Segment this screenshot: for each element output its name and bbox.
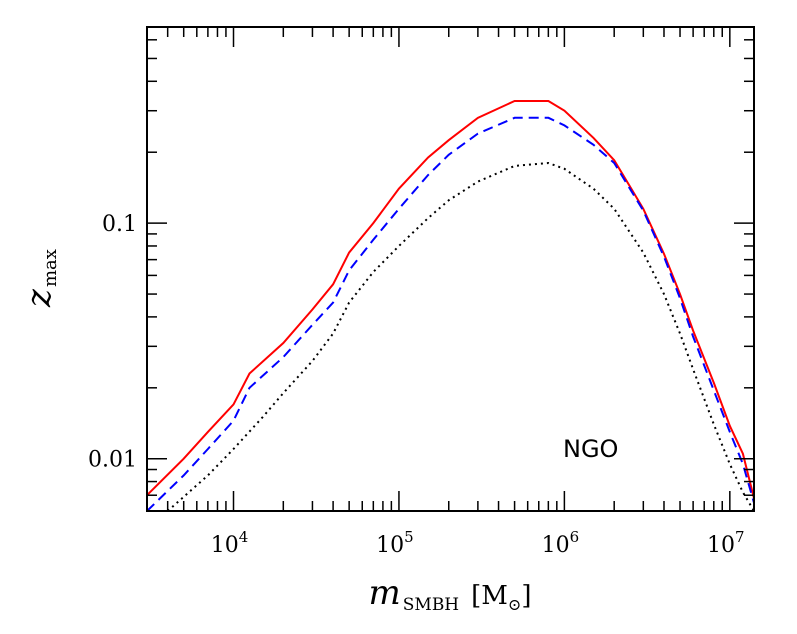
y-tick-label: 0.01 [88, 448, 137, 473]
x-tick-label: 105 [376, 528, 414, 558]
x-axis-title-unit-sub: ⊙ [508, 595, 521, 614]
x-tick-label: 106 [542, 528, 580, 558]
series-layer [146, 100, 755, 512]
x-axis-title-unit-close: ] [521, 581, 531, 611]
y-axis-title: zmax [19, 249, 61, 308]
y-axis-title-main: z [19, 288, 59, 308]
plot-frame [146, 26, 755, 512]
x-axis-title-sub: SMBH [403, 595, 459, 615]
x-axis-title-unit-open: [M [471, 581, 508, 611]
series-line-dotted [167, 161, 755, 512]
x-axis-title: m SMBH [M⊙] [369, 573, 532, 615]
series-line-solid [146, 100, 755, 499]
y-tick-label: 0.1 [102, 212, 137, 237]
x-tick-label: 107 [707, 528, 745, 558]
annotation-label: NGO [563, 435, 618, 463]
x-tick-label: 104 [211, 528, 249, 558]
labels-layer: 104 105 106 107 0.01 0.1 [88, 212, 745, 558]
ticks-layer [146, 27, 754, 512]
y-axis-title-sub: max [40, 249, 61, 287]
x-axis-title-main: m [369, 573, 401, 613]
series-line-dashed [146, 116, 755, 512]
